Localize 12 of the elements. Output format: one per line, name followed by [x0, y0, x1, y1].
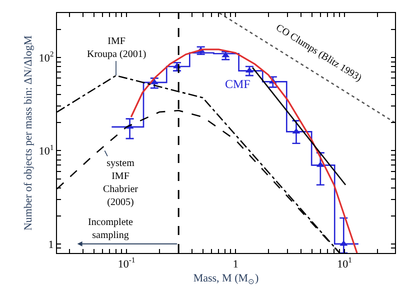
y-tick-label: 1: [48, 238, 54, 251]
y-axis-title: Number of objects per mass bin: ΔN/ΔlogM: [22, 35, 35, 231]
y-tick-label: 10$^{2}$: [38, 50, 54, 64]
x-tick-label: 10$^{-1}$: [118, 256, 136, 270]
x-tick-label: 10$^{1}$: [337, 256, 352, 270]
x-axis-title: Mass, M (M$_{⊙}$): [193, 272, 260, 286]
annotation: Incomplete sampling: [88, 217, 134, 241]
series-label: CMF: [225, 77, 251, 91]
annotation: IMF Kroupa (2001): [87, 36, 146, 60]
x-tick-label: 1: [232, 258, 238, 270]
y-tick-label: 10$^{1}$: [38, 142, 54, 158]
annotation: system IMF Chabrier (2005): [103, 158, 139, 208]
